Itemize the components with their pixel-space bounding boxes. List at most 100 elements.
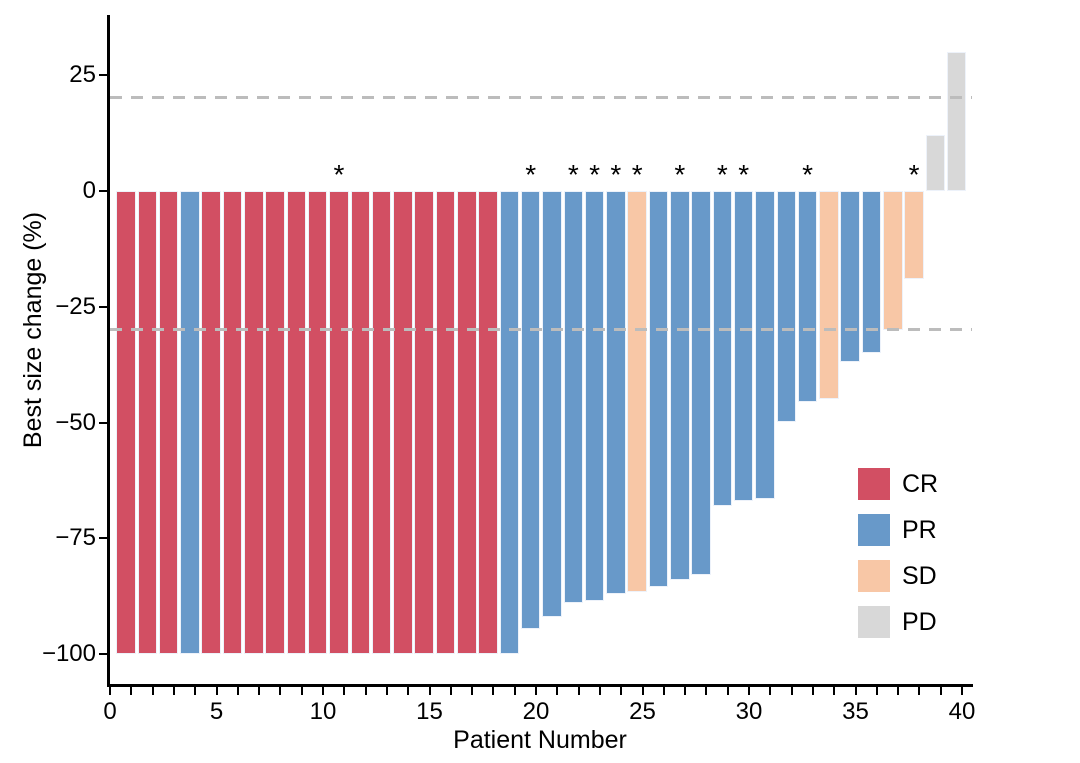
x-axis-line — [107, 684, 973, 687]
legend-swatch-SD — [858, 560, 890, 592]
x-axis-tick-19 — [513, 687, 516, 695]
bar-patient-8 — [265, 190, 285, 655]
asterisk-annotation-patient-20: * — [525, 159, 537, 190]
bar-patient-7 — [244, 190, 264, 655]
plot-area: * * * * * * * * * * * 0 5 10 15 20 25 30 35 40 — [99, 15, 975, 725]
x-axis-tick-4 — [194, 687, 197, 695]
x-axis-tick-22 — [577, 687, 580, 695]
bar-patient-27 — [670, 190, 690, 581]
legend-swatch-PR — [858, 514, 890, 546]
bar-patient-37 — [883, 190, 903, 330]
x-axis-tick-16 — [449, 687, 452, 695]
bar-patient-13 — [371, 190, 392, 655]
x-axis-tick-34 — [833, 687, 836, 695]
x-axis-tick-26 — [662, 687, 665, 695]
bar-patient-6 — [222, 190, 243, 655]
asterisk-annotation-patient-25: * — [631, 159, 643, 190]
bar-patient-1 — [116, 190, 136, 655]
asterisk-annotation-patient-22: * — [567, 159, 579, 190]
x-axis-tick-8 — [279, 687, 282, 695]
bar-patient-23 — [584, 190, 605, 601]
x-axis-tick-20 — [535, 687, 537, 695]
legend-swatch-PD — [858, 606, 890, 638]
x-axis-label-35: 35 — [842, 698, 869, 725]
y-axis-tick-0 — [99, 189, 107, 192]
bar-patient-5 — [201, 190, 221, 655]
bar-patient-35 — [840, 190, 860, 363]
x-axis-tick-21 — [556, 687, 559, 695]
asterisk-annotation-patient-29: * — [716, 159, 728, 190]
bar-patient-30 — [733, 190, 754, 502]
y-axis-label--25: −25 — [55, 292, 96, 320]
bar-patient-18 — [478, 190, 498, 655]
threshold-line-plus20 — [110, 96, 972, 100]
asterisk-annotation-patient-11: * — [333, 159, 345, 190]
x-axis-tick-27 — [684, 687, 687, 695]
x-axis-label-0: 0 — [103, 698, 117, 725]
x-axis-tick-11 — [343, 687, 346, 695]
x-axis-tick-6 — [236, 687, 239, 695]
bar-patient-3 — [158, 190, 179, 655]
y-axis-label--100: −100 — [41, 640, 96, 668]
x-axis-label-20: 20 — [522, 698, 550, 725]
x-axis-tick-12 — [364, 687, 367, 695]
y-axis-label--50: −50 — [55, 408, 96, 436]
x-axis-tick-31 — [769, 687, 772, 695]
x-axis-tick-30 — [748, 687, 750, 695]
legend-label-PR: PR — [902, 516, 937, 544]
bar-patient-39 — [925, 135, 946, 191]
asterisk-annotation-patient-33: * — [802, 159, 814, 190]
bar-patient-38 — [904, 190, 924, 279]
bar-patient-19 — [499, 190, 520, 655]
bar-patient-26 — [648, 190, 669, 588]
x-axis-tick-40 — [961, 687, 963, 695]
x-axis-tick-23 — [598, 687, 601, 695]
bar-patient-15 — [414, 190, 434, 655]
x-axis-tick-13 — [385, 687, 388, 695]
y-axis-tick--100 — [99, 653, 107, 656]
asterisk-annotation-patient-24: * — [610, 159, 622, 190]
asterisk-annotation-patient-27: * — [674, 159, 686, 190]
y-axis-line — [107, 15, 110, 687]
legend-swatch-CR — [858, 468, 890, 500]
bar-patient-12 — [350, 190, 371, 655]
x-axis-tick-28 — [705, 687, 708, 695]
x-axis-label-10: 10 — [309, 698, 337, 725]
bar-patient-29 — [712, 190, 733, 506]
x-axis-tick-1 — [130, 687, 133, 695]
legend-row-SD: SD — [858, 560, 1018, 592]
x-axis-tick-36 — [875, 687, 878, 695]
legend-row-PR: PR — [858, 514, 1018, 546]
y-axis-label-0: 0 — [82, 176, 96, 204]
bar-patient-34 — [819, 190, 839, 400]
legend-row-CR: CR — [858, 468, 1018, 500]
x-axis-tick-18 — [492, 687, 495, 695]
bar-patient-28 — [691, 190, 711, 576]
x-axis-label-5: 5 — [209, 698, 224, 725]
x-axis-label-30: 30 — [735, 698, 763, 725]
x-axis-label-25: 25 — [629, 698, 656, 725]
x-axis-tick-33 — [811, 687, 814, 695]
bar-patient-24 — [606, 190, 626, 595]
legend-row-PD: PD — [858, 606, 1018, 638]
legend-label-SD: SD — [902, 562, 937, 590]
asterisk-annotation-patient-23: * — [589, 159, 601, 190]
bar-patient-33 — [797, 190, 818, 402]
legend-label-PD: PD — [902, 608, 937, 636]
x-axis-tick-3 — [172, 687, 175, 695]
bar-patient-36 — [861, 190, 882, 353]
bar-patient-14 — [393, 190, 413, 655]
bar-patient-4 — [180, 190, 200, 655]
bar-patient-16 — [435, 190, 456, 655]
x-axis-label-40: 40 — [948, 698, 976, 725]
y-axis-label-25: 25 — [69, 60, 96, 88]
bar-patient-17 — [457, 190, 477, 655]
bar-patient-22 — [563, 190, 584, 604]
bar-patient-9 — [286, 190, 307, 655]
x-axis-tick-10 — [322, 687, 324, 695]
x-axis-tick-35 — [854, 687, 857, 695]
bar-patient-11 — [329, 190, 349, 655]
x-axis-tick-37 — [897, 687, 900, 695]
x-axis-tick-32 — [790, 687, 793, 695]
